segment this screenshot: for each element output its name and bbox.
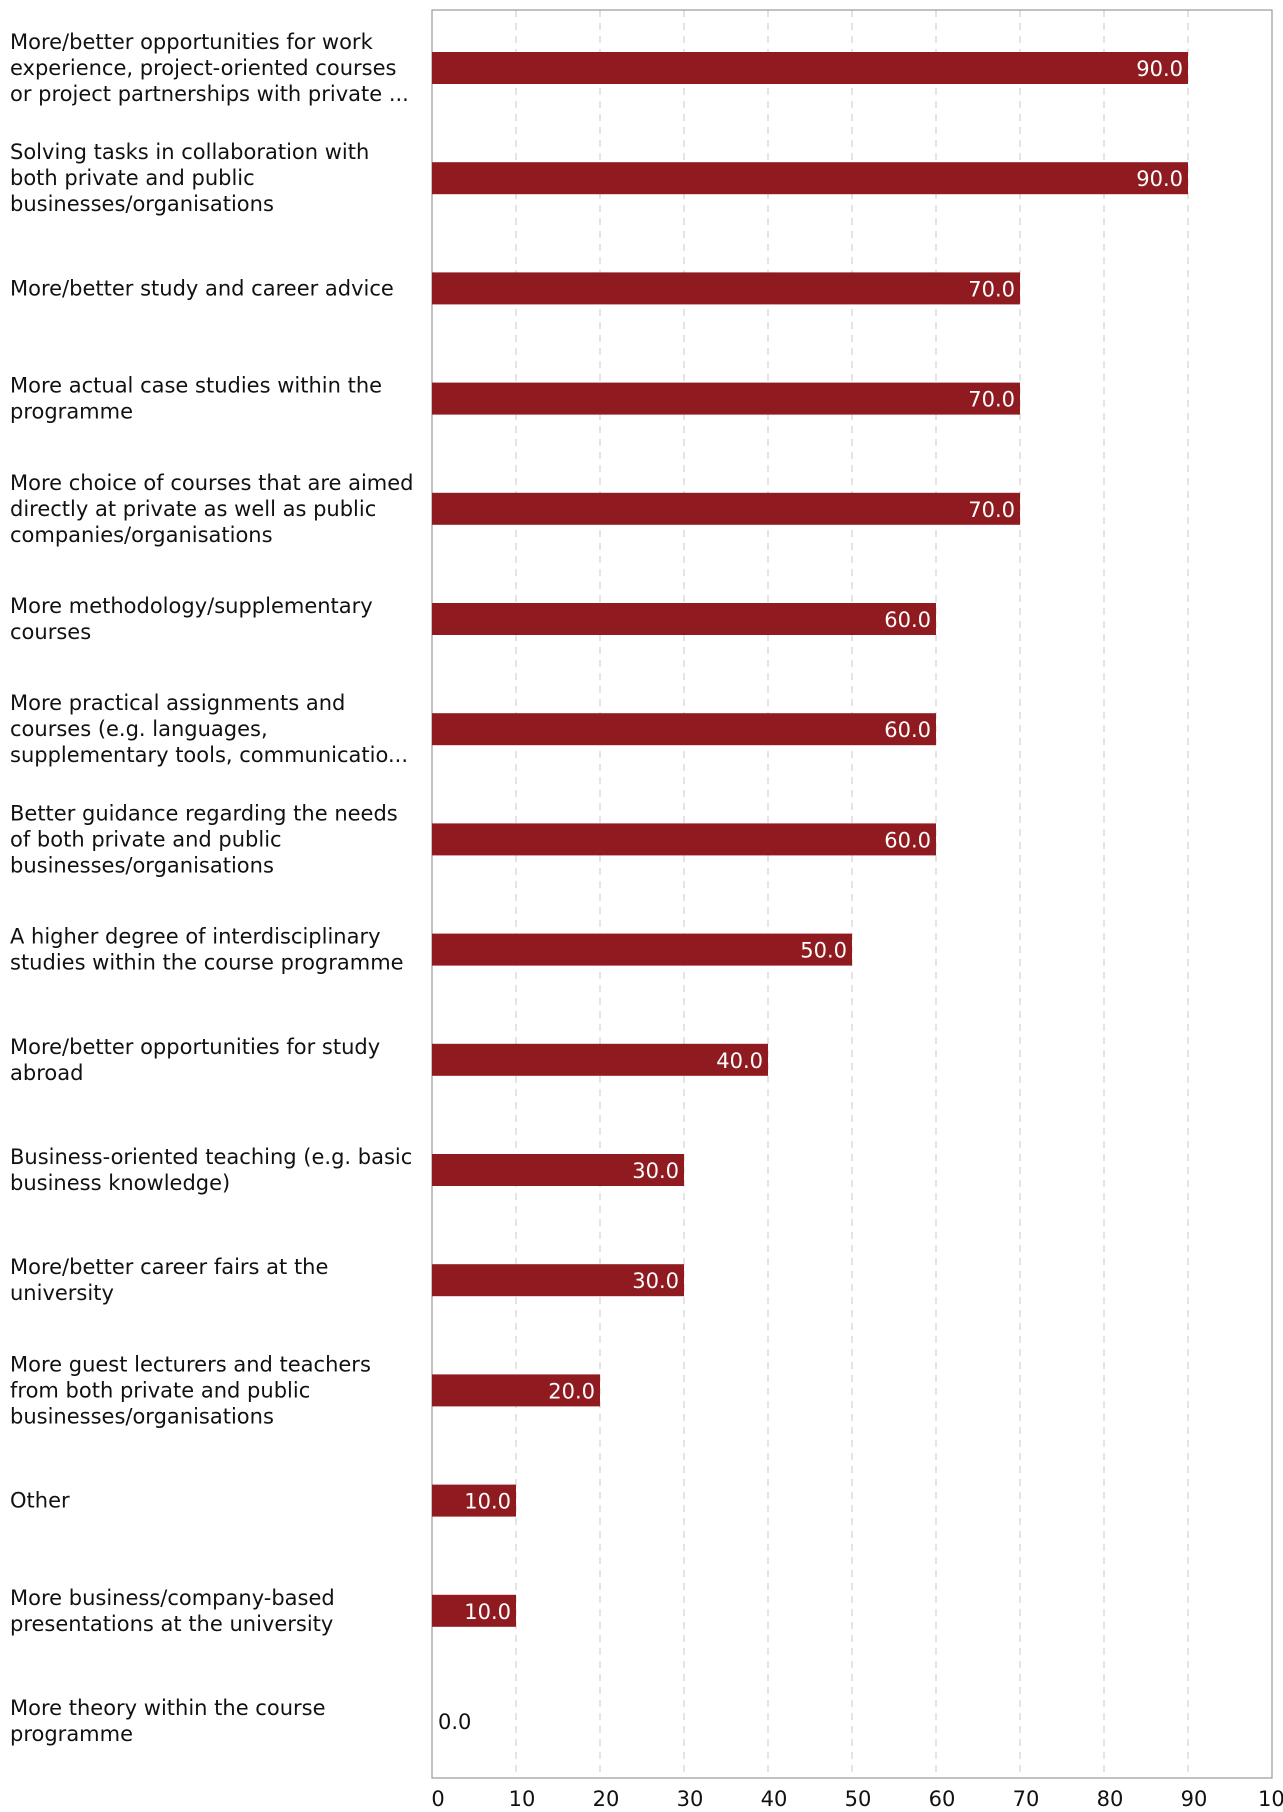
bar-value-label: 30.0 <box>632 1269 679 1293</box>
x-axis-ticks: 0 10 20 30 40 50 60 70 80 90 100 <box>431 1787 1283 1811</box>
bar <box>432 603 936 635</box>
plot-border <box>431 9 1273 1779</box>
x-tick-label: 70 <box>1013 1787 1040 1811</box>
bar-value-label: 70.0 <box>968 498 1015 522</box>
bar-value-label: 90.0 <box>1136 167 1183 191</box>
category-label: More/better opportunities for study abroa… <box>10 1035 380 1085</box>
x-tick-label: 20 <box>593 1787 620 1811</box>
bar-value-label: 60.0 <box>884 718 931 742</box>
category-label: More methodology/supplementary courses <box>10 594 373 644</box>
bar-value-label: 40.0 <box>716 1049 763 1073</box>
category-label: Other <box>10 1489 70 1513</box>
bar <box>432 52 1188 84</box>
x-tick-label: 60 <box>929 1787 956 1811</box>
category-label: Solving tasks in collaboration with both … <box>10 140 369 216</box>
category-label: More theory within the course programme <box>10 1696 326 1746</box>
bar <box>432 1594 516 1627</box>
bar-value-label: 70.0 <box>968 277 1015 301</box>
bars: 90.0 90.0 70.0 70.0 70.0 60.0 60.0 60.0 50.0 40.0… <box>432 52 1188 1734</box>
bar <box>432 382 1020 415</box>
bar <box>432 272 1020 305</box>
bar <box>432 933 852 966</box>
bar-value-label: 60.0 <box>884 828 931 852</box>
x-tick-label: 90 <box>1181 1787 1208 1811</box>
x-tick-label: 0 <box>431 1787 444 1811</box>
grid-lines <box>515 10 1189 1778</box>
x-tick-label: 40 <box>761 1787 788 1811</box>
bar-value-label: 30.0 <box>632 1159 679 1183</box>
bar-value-label: 50.0 <box>800 939 847 963</box>
category-label: More business/company-based presentations… <box>10 1586 335 1636</box>
bar-value-label: 90.0 <box>1136 57 1183 81</box>
bar <box>432 1484 516 1517</box>
bar <box>432 823 936 856</box>
category-label: More actual case studies within the progr… <box>10 374 382 424</box>
bar <box>432 1374 600 1407</box>
category-label: More practical assignments and courses (e… <box>10 691 408 767</box>
category-label: More/better opportunities for work experi… <box>10 30 409 106</box>
plot-frame <box>431 9 1273 1779</box>
category-label: Business-oriented teaching (e.g. basic bu… <box>10 1145 412 1195</box>
bar-value-label: 70.0 <box>968 388 1015 412</box>
bar-value-label: 60.0 <box>884 608 931 632</box>
category-label: More/better study and career advice <box>10 276 394 300</box>
x-tick-label: 10 <box>509 1787 536 1811</box>
category-label: A higher degree of interdisciplinary stud… <box>10 925 404 975</box>
category-label: Better guidance regarding the needs of bo… <box>10 801 398 877</box>
bar <box>432 1264 684 1297</box>
category-label: More/better career fairs at the universit… <box>10 1255 328 1305</box>
category-label: More choice of courses that are aimed dir… <box>10 471 414 547</box>
category-labels: More/better opportunities for work experi… <box>10 30 414 1746</box>
category-label: More guest lecturers and teachers from bo… <box>10 1352 371 1428</box>
bar <box>432 1154 684 1186</box>
bar-value-label: 10.0 <box>464 1490 511 1514</box>
x-tick-label: 100 <box>1258 1787 1283 1811</box>
x-tick-label: 30 <box>677 1787 704 1811</box>
bar-value-label: 20.0 <box>548 1379 595 1403</box>
bar <box>432 162 1188 195</box>
x-tick-label: 50 <box>845 1787 872 1811</box>
bar <box>432 492 1020 525</box>
bar-value-label: 0.0 <box>438 1710 471 1734</box>
bar <box>432 1043 768 1076</box>
x-tick-label: 80 <box>1097 1787 1124 1811</box>
bar-value-label: 10.0 <box>464 1600 511 1624</box>
bar <box>432 713 936 746</box>
